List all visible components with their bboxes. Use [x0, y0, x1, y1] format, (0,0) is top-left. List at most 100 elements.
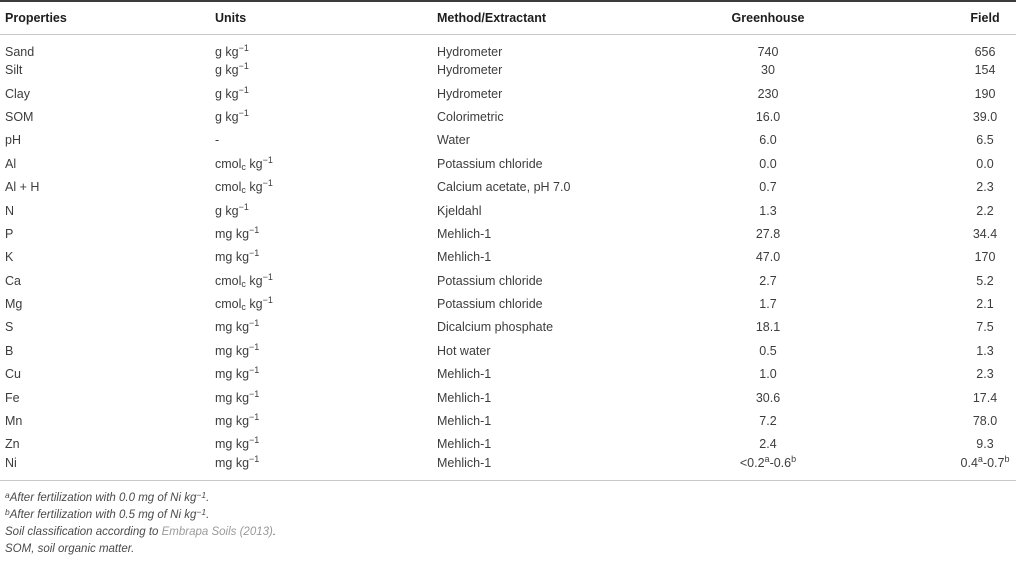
superscript: −1	[249, 341, 260, 352]
cell-units: mg kg−1	[215, 224, 260, 241]
soil-properties-page: Properties Units Method/Extractant Green…	[0, 0, 1016, 556]
superscript: −1	[249, 224, 260, 235]
cell-method-extractant: Kjeldahl	[437, 203, 482, 218]
superscript: −1	[238, 61, 249, 72]
subscript: c	[241, 185, 246, 196]
cell-property: Silt	[5, 63, 23, 78]
cell-greenhouse-value: 1.0	[759, 367, 777, 382]
table-row: Cu mg kg−1 Mehlich-1 1.0 2.3	[0, 363, 1016, 386]
cell-method-extractant: Hot water	[437, 343, 491, 358]
citation-link[interactable]: Embrapa Soils (2013)	[161, 526, 273, 539]
cell-field-value: 0.4a-0.7b	[960, 454, 1010, 471]
cell-units: mg kg−1	[215, 412, 260, 429]
cell-method-extractant: Dicalcium phosphate	[437, 320, 554, 335]
cell-greenhouse-value: 740	[757, 44, 779, 59]
superscript: −1	[238, 84, 249, 95]
cell-units: mg kg−1	[215, 388, 260, 405]
cell-units: mg kg−1	[215, 248, 260, 265]
cell-units: mg kg−1	[215, 341, 260, 358]
cell-field-value: 154	[974, 63, 996, 78]
cell-property: Mn	[5, 414, 23, 429]
cell-units: cmolc kg−1	[215, 178, 273, 196]
cell-method-extractant: Hydrometer	[437, 63, 503, 78]
cell-property: Ca	[5, 273, 21, 288]
column-header-greenhouse: Greenhouse	[731, 10, 805, 25]
cell-field-value: 2.2	[976, 203, 994, 218]
footnote-line: bAfter fertilization with 0.5 mg of Ni k…	[5, 507, 210, 522]
cell-property: S	[5, 320, 14, 335]
cell-property: Sand	[5, 44, 35, 59]
cell-property: N	[5, 203, 15, 218]
table-row: Al + H cmolc kg−1 Calcium acetate, pH 7.0 0…	[0, 175, 1016, 198]
subscript: c	[241, 278, 246, 289]
cell-field-value: 2.3	[976, 180, 994, 195]
header-row: Properties Units Method/Extractant Green…	[0, 1, 1016, 34]
cell-units: g kg−1	[215, 61, 249, 78]
table-header: Properties Units Method/Extractant Green…	[0, 1, 1016, 34]
cell-units: g kg−1	[215, 107, 249, 124]
cell-property: Cu	[5, 367, 21, 382]
cell-method-extractant: Mehlich-1	[437, 437, 492, 452]
table-row: Ni mg kg−1 Mehlich-1 <0.2a-0.6b 0.4a-0.7b	[0, 454, 1016, 481]
cell-units: mg kg−1	[215, 454, 260, 471]
table-row: Mg cmolc kg−1 Potassium chloride 1.7 2.1	[0, 292, 1016, 315]
table-row: Al cmolc kg−1 Potassium chloride 0.0 0.0	[0, 152, 1016, 175]
cell-field-value: 0.0	[976, 156, 994, 171]
superscript: a	[977, 454, 983, 465]
footnote-line: SOM, soil organic matter.	[5, 543, 135, 556]
cell-method-extractant: Mehlich-1	[437, 414, 492, 429]
superscript: −1	[262, 178, 273, 189]
cell-field-value: 5.2	[976, 273, 994, 288]
cell-greenhouse-value: 1.3	[759, 203, 777, 218]
cell-greenhouse-value: 2.4	[759, 437, 777, 452]
superscript: −1	[249, 248, 260, 259]
cell-method-extractant: Potassium chloride	[437, 297, 543, 312]
superscript: −1	[238, 201, 249, 212]
cell-greenhouse-value: 47.0	[755, 250, 781, 265]
cell-method-extractant: Mehlich-1	[437, 367, 492, 382]
superscript: b	[5, 507, 10, 518]
cell-field-value: 190	[974, 86, 996, 101]
table-row: Sand g kg−1 Hydrometer 740 656	[0, 34, 1016, 59]
superscript: −1	[249, 318, 260, 329]
column-header-method-extractant: Method/Extractant	[437, 10, 547, 25]
cell-property: Al + H	[5, 180, 40, 195]
cell-units: g kg−1	[215, 84, 249, 101]
soil-properties-table: Properties Units Method/Extractant Green…	[0, 0, 1016, 482]
cell-field-value: 39.0	[972, 109, 998, 124]
cell-field-value: 2.3	[976, 367, 994, 382]
cell-field-value: 7.5	[976, 320, 994, 335]
cell-property: Fe	[5, 390, 20, 405]
table-row: Fe mg kg−1 Mehlich-1 30.6 17.4	[0, 386, 1016, 409]
column-header-units: Units	[215, 10, 247, 25]
superscript: b	[1004, 454, 1010, 465]
cell-property: Zn	[5, 437, 20, 452]
superscript: −1	[238, 42, 249, 53]
table-row: Zn mg kg−1 Mehlich-1 2.4 9.3	[0, 433, 1016, 456]
superscript: −1	[262, 154, 273, 165]
cell-units: mg kg−1	[215, 435, 260, 452]
cell-field-value: 6.5	[976, 133, 994, 148]
cell-property: Al	[5, 156, 17, 171]
column-header-properties: Properties	[5, 10, 67, 25]
table-row: Mn mg kg−1 Mehlich-1 7.2 78.0	[0, 409, 1016, 432]
cell-greenhouse-value: <0.2a-0.6b	[739, 454, 797, 471]
cell-field-value: 9.3	[976, 437, 994, 452]
cell-field-value: 17.4	[972, 390, 998, 405]
table-row: pH - Water 6.0 6.5	[0, 129, 1016, 152]
table-row: Silt g kg−1 Hydrometer 30 154	[0, 59, 1016, 82]
cell-property: SOM	[5, 109, 34, 124]
cell-greenhouse-value: 0.7	[759, 180, 777, 195]
cell-method-extractant: Mehlich-1	[437, 226, 492, 241]
cell-units: g kg−1	[215, 201, 249, 218]
cell-units: g kg−1	[215, 42, 249, 59]
cell-units: mg kg−1	[215, 365, 260, 382]
cell-greenhouse-value: 30	[761, 63, 775, 78]
superscript: −1	[249, 454, 260, 465]
cell-method-extractant: Mehlich-1	[437, 456, 492, 471]
cell-greenhouse-value: 7.2	[759, 414, 777, 429]
table-row: Ca cmolc kg−1 Potassium chloride 2.7 5.2	[0, 269, 1016, 292]
